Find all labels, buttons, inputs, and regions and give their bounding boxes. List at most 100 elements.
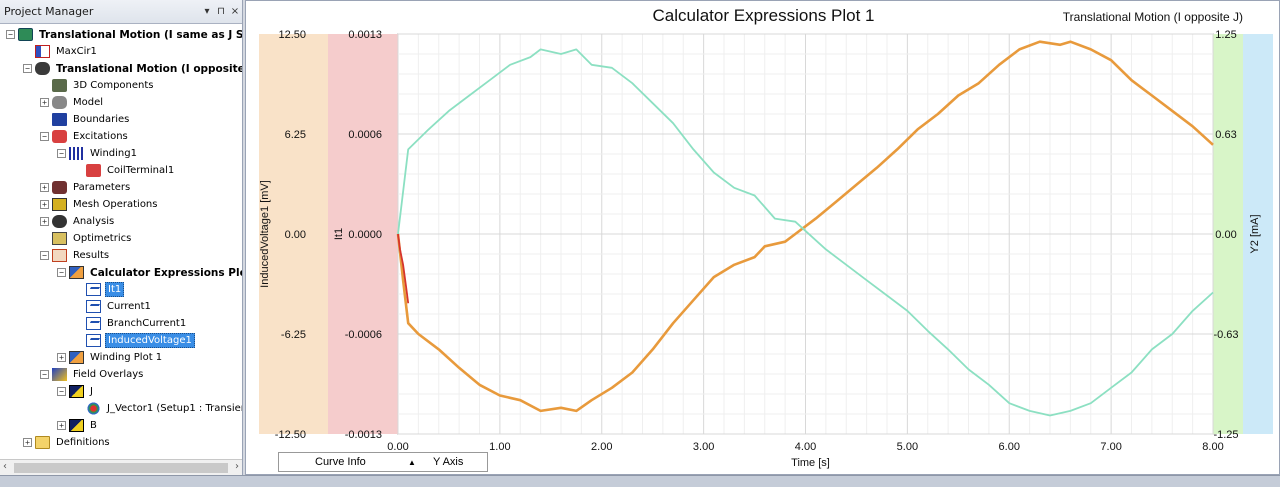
collapse-icon[interactable]: − xyxy=(57,149,66,158)
tree-item-label: It1 xyxy=(105,282,125,297)
tree-item[interactable]: − Field Overlays xyxy=(40,366,145,383)
folder-icon xyxy=(35,436,50,449)
field-icon xyxy=(69,419,84,432)
sort-ascending-icon[interactable]: ▲ xyxy=(408,457,416,467)
tree-item[interactable]: Boundaries xyxy=(40,111,131,128)
y-axis-band-y2-label xyxy=(1243,34,1273,434)
tree-item-label: Calculator Expressions Plot 1 xyxy=(90,266,242,279)
tree-item[interactable]: + Parameters xyxy=(40,179,132,196)
curve-info-header[interactable]: Curve Info xyxy=(315,456,366,468)
boundaries-icon xyxy=(52,113,67,126)
tree-item[interactable]: − Winding1 xyxy=(57,145,139,162)
tree-item-label: Boundaries xyxy=(73,114,130,125)
tree-item[interactable]: + Definitions xyxy=(23,434,112,451)
tree-item-label: Results xyxy=(73,250,110,261)
curve-info-table-header[interactable]: Curve Info ▲ Y Axis xyxy=(278,452,488,472)
components-icon xyxy=(52,79,67,92)
trace-icon xyxy=(86,317,101,330)
collapse-icon[interactable]: − xyxy=(40,132,49,141)
tree-item[interactable]: 3D Components xyxy=(40,77,156,94)
y-tick-label: 6.25 xyxy=(285,129,306,141)
pin-icon[interactable]: ⊓ xyxy=(217,6,225,17)
field-overlays-icon xyxy=(52,368,67,381)
expand-icon[interactable]: + xyxy=(40,98,49,107)
tree-item[interactable]: Current1 xyxy=(74,298,153,315)
vector-icon xyxy=(86,402,101,415)
tree-item-label: Optimetrics xyxy=(73,233,132,244)
tree-item[interactable]: MaxCir1 xyxy=(23,43,99,60)
trace-icon xyxy=(86,300,101,313)
x-tick-label: 1.00 xyxy=(489,441,510,453)
expand-icon[interactable]: + xyxy=(40,217,49,226)
series-line xyxy=(397,233,410,304)
mesh-icon xyxy=(52,198,67,211)
expand-icon[interactable]: + xyxy=(23,438,32,447)
tree-item[interactable]: Optimetrics xyxy=(40,230,133,247)
collapse-icon[interactable]: − xyxy=(57,268,66,277)
y-tick-label: 0.0000 xyxy=(348,229,382,241)
scroll-left-icon[interactable]: ‹ xyxy=(3,461,7,472)
expand-icon[interactable]: + xyxy=(40,183,49,192)
project-manager-titlebar: Project Manager ▾ ⊓ × xyxy=(0,0,242,24)
x-tick-label: 8.00 xyxy=(1202,441,1223,453)
y-axis-band-y2-tick xyxy=(1213,34,1243,434)
expand-icon[interactable]: + xyxy=(57,353,66,362)
tree-item-label: Field Overlays xyxy=(73,369,144,380)
tree-item[interactable]: J_Vector1 (Setup1 : Transient xyxy=(74,400,242,417)
collapse-icon[interactable]: − xyxy=(40,370,49,379)
expand-icon[interactable]: + xyxy=(40,200,49,209)
tree-item-label: MaxCir1 xyxy=(56,46,97,57)
y-tick-label: 12.50 xyxy=(278,29,306,41)
collapse-icon[interactable]: − xyxy=(40,251,49,260)
collapse-icon[interactable]: − xyxy=(57,387,66,396)
results-icon xyxy=(52,249,67,262)
bottom-panel-strip xyxy=(0,475,1280,487)
series-line xyxy=(397,48,1214,417)
tree-item[interactable]: − Calculator Expressions Plot 1 xyxy=(57,264,242,281)
tree-item[interactable]: + Winding Plot 1 xyxy=(57,349,164,366)
x-tick-label: 7.00 xyxy=(1100,441,1121,453)
tree-item-label: Translational Motion (I opposite J) - xyxy=(56,62,242,75)
tree-item[interactable]: + B xyxy=(57,417,99,434)
field-icon xyxy=(69,385,84,398)
y-tick-label: -0.0006 xyxy=(345,329,382,341)
plot-title: Calculator Expressions Plot 1 xyxy=(652,6,875,25)
expand-icon[interactable]: + xyxy=(57,421,66,430)
x-tick-label: 2.00 xyxy=(591,441,612,453)
tree-item[interactable]: + Mesh Operations xyxy=(40,196,159,213)
tree-item[interactable]: + Analysis xyxy=(40,213,116,230)
horizontal-scrollbar[interactable]: ‹ › xyxy=(0,459,242,475)
tree-item[interactable]: − J xyxy=(57,383,95,400)
scrollbar-thumb[interactable] xyxy=(14,463,228,473)
optimetrics-icon xyxy=(52,232,67,245)
tree-item-label: Translational Motion (I same as J Sout xyxy=(39,28,242,41)
scroll-right-icon[interactable]: › xyxy=(235,461,239,472)
collapse-icon[interactable]: − xyxy=(6,30,15,39)
y-axis-header[interactable]: Y Axis xyxy=(433,456,464,468)
dropdown-icon[interactable]: ▾ xyxy=(204,6,210,17)
x-tick-label: 5.00 xyxy=(897,441,918,453)
tree-item[interactable]: InducedVoltage1 xyxy=(74,332,195,349)
tree-item[interactable]: − Translational Motion (I same as J Sout xyxy=(6,26,242,43)
close-icon[interactable]: × xyxy=(230,6,240,17)
tree-item-label: Winding1 xyxy=(90,148,137,159)
tree-item[interactable]: − Translational Motion (I opposite J) - xyxy=(23,60,242,77)
x-tick-label: 3.00 xyxy=(693,441,714,453)
design-icon xyxy=(35,62,50,75)
x-tick-label: 6.00 xyxy=(999,441,1020,453)
tree-item[interactable]: It1 xyxy=(74,281,125,298)
tree-item-label: CoilTerminal1 xyxy=(107,165,175,176)
tree-item[interactable]: − Excitations xyxy=(40,128,130,145)
x-tick-label: 4.00 xyxy=(795,441,816,453)
trace-icon xyxy=(86,334,101,347)
tree-item[interactable]: + Model xyxy=(40,94,105,111)
tree-item-label: BranchCurrent1 xyxy=(107,318,187,329)
tree-item[interactable]: CoilTerminal1 xyxy=(74,162,176,179)
y-tick-label: -0.0013 xyxy=(345,429,382,441)
tree-item[interactable]: − Results xyxy=(40,247,111,264)
project-manager-title: Project Manager xyxy=(4,5,94,18)
collapse-icon[interactable]: − xyxy=(23,64,32,73)
tree-item[interactable]: BranchCurrent1 xyxy=(74,315,188,332)
y-axis-band-induced-voltage xyxy=(259,34,328,434)
parameters-icon xyxy=(52,181,67,194)
